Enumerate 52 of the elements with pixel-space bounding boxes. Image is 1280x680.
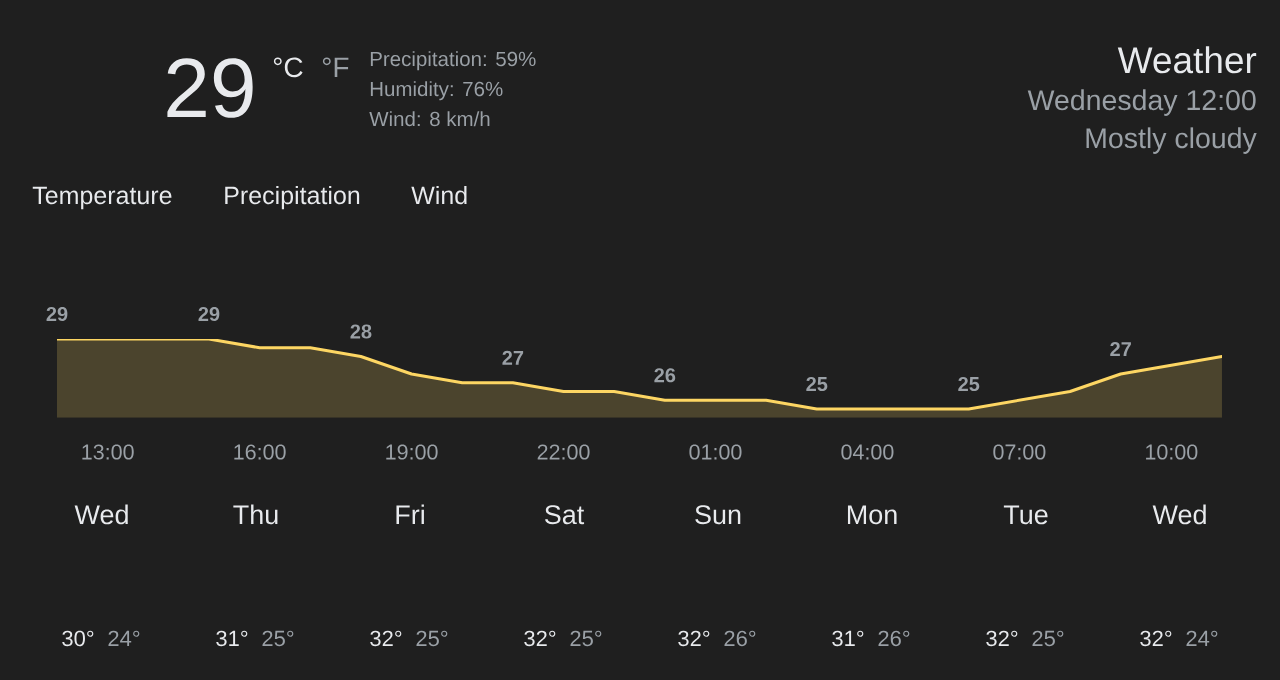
text: Wednesday 12:00	[1027, 89, 1256, 116]
data-label: 25	[806, 376, 828, 392]
text: 29	[167, 58, 253, 118]
category-label: Fri	[396, 504, 424, 524]
annotation: 26°	[878, 630, 910, 647]
annotation: 26°	[724, 630, 756, 647]
x-tick-label: 07:00	[993, 444, 1046, 460]
text: Temperature	[32, 186, 172, 210]
category-label: Mon	[847, 505, 897, 525]
category-label: Tue	[1003, 505, 1048, 525]
annotation: 25°	[262, 630, 294, 647]
annotation: 32°	[1140, 630, 1172, 647]
category-label: Wed	[1152, 504, 1206, 525]
text: Precipitation	[225, 185, 360, 210]
annotation: 32°	[678, 630, 710, 647]
text: Precipitation: 59%	[370, 51, 536, 71]
text: Weather	[1117, 46, 1257, 74]
x-tick-label: 19:00	[386, 444, 438, 460]
text: Wind: 8 km/h	[369, 111, 490, 127]
category-label: Sun	[695, 505, 741, 525]
annotation: 32°	[524, 630, 556, 647]
x-tick-label: 10:00	[1146, 444, 1198, 460]
text: °C	[273, 57, 303, 78]
annotation: 25°	[416, 630, 448, 647]
x-tick-label: 22:00	[537, 444, 590, 460]
text: Humidity: 76%	[370, 81, 503, 101]
text: °F	[322, 57, 349, 77]
annotation: 25°	[1032, 630, 1064, 647]
x-tick-label: 16:00	[234, 444, 286, 460]
data-label: 26	[654, 368, 676, 383]
data-label: 25	[958, 376, 980, 392]
data-label: 27	[1110, 342, 1131, 356]
annotation: 24°	[1186, 630, 1218, 646]
data-label: 29	[46, 306, 68, 322]
data-label: 27	[502, 350, 524, 365]
annotation: 31°	[832, 630, 864, 647]
x-tick-label: 04:00	[841, 444, 894, 460]
annotation: 32°	[986, 630, 1018, 647]
data-label: 28	[350, 324, 372, 339]
category-label: Thu	[233, 504, 278, 525]
data-label: 29	[198, 306, 220, 322]
annotation: 25°	[570, 630, 602, 647]
annotation: 30°	[62, 630, 94, 647]
category-label: Wed	[74, 504, 128, 525]
annotation: 32°	[370, 630, 402, 647]
text: Mostly cloudy	[1086, 127, 1257, 154]
text: Wind	[411, 185, 467, 205]
x-tick-label: 01:00	[689, 444, 742, 460]
category-label: Sat	[544, 505, 585, 525]
x-tick-label: 13:00	[82, 444, 134, 460]
annotation: 24°	[108, 630, 140, 646]
annotation: 31°	[216, 630, 248, 647]
